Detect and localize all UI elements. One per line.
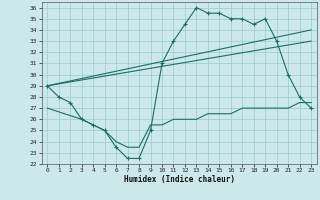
X-axis label: Humidex (Indice chaleur): Humidex (Indice chaleur) [124,175,235,184]
